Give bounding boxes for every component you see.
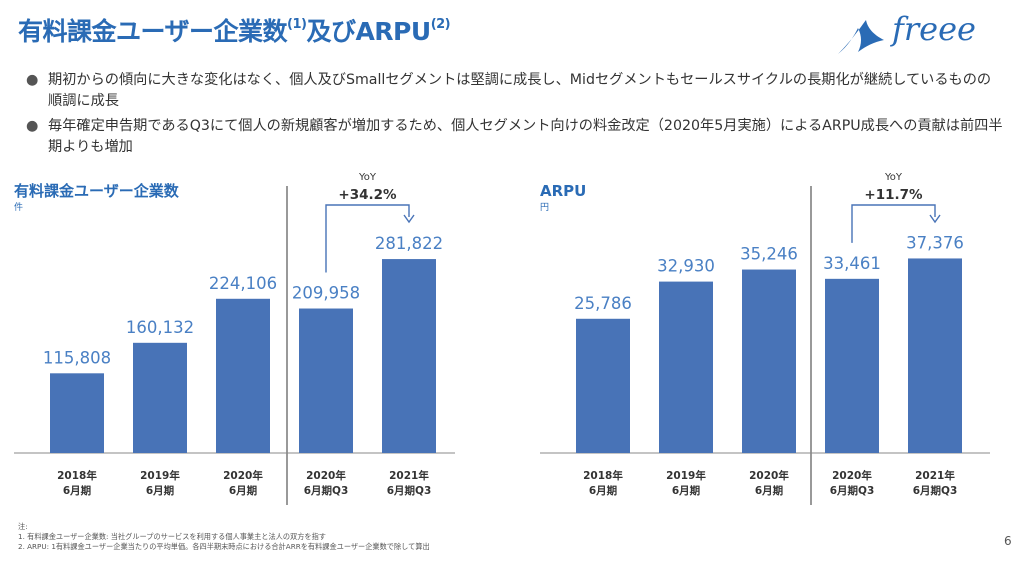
bullet-text: 毎年確定申告期であるQ3にて個人の新規顧客が増加するため、個人セグメント向けの料… bbox=[48, 118, 1003, 155]
chart-unit-label: 円 bbox=[540, 202, 549, 213]
tick-label: 2020年 bbox=[306, 469, 346, 482]
page-number: 6 bbox=[1004, 534, 1012, 548]
yoy-arrow-head bbox=[403, 214, 415, 224]
page-title: 有料課金ユーザー企業数(1)及びARPU(2) bbox=[18, 12, 451, 48]
bullet-text: 期初からの傾向に大きな変化はなく、個人及びSmallセグメントは堅調に成長し、M… bbox=[48, 72, 992, 109]
data-label: 209,958 bbox=[292, 284, 360, 303]
tick-label: 2021年 bbox=[389, 469, 429, 482]
data-label: 32,930 bbox=[657, 257, 715, 276]
swallow-bird-icon bbox=[838, 20, 884, 54]
data-label: 37,376 bbox=[906, 233, 964, 252]
logo-text: freee bbox=[890, 10, 976, 48]
tick-label: 6月期Q3 bbox=[387, 484, 432, 497]
footnote-2: 2. ARPU: 1有料課金ユーザー企業当たりの平均単価。各四半期末時点における… bbox=[18, 542, 430, 551]
tick-label: 6月期 bbox=[755, 484, 783, 497]
title-main: 有料課金ユーザー企業数 bbox=[18, 17, 288, 46]
tick-label: 6月期 bbox=[63, 484, 91, 497]
chart-title: ARPU bbox=[540, 182, 586, 200]
tick-label: 6月期Q3 bbox=[830, 484, 875, 497]
tick-label: 6月期Q3 bbox=[304, 484, 349, 497]
tick-label: 2019年 bbox=[140, 469, 180, 482]
tick-label: 6月期 bbox=[672, 484, 700, 497]
bar bbox=[576, 318, 630, 453]
bar bbox=[825, 278, 879, 453]
bar bbox=[133, 342, 187, 453]
tick-label: 2018年 bbox=[583, 469, 623, 482]
tick-label: 6月期 bbox=[229, 484, 257, 497]
bar bbox=[659, 281, 713, 453]
yoy-value: +34.2% bbox=[338, 187, 397, 203]
title-footnote-1: (1) bbox=[287, 17, 307, 32]
bullet-item: ● 期初からの傾向に大きな変化はなく、個人及びSmallセグメントは堅調に成長し、… bbox=[26, 72, 992, 109]
bar bbox=[382, 259, 436, 453]
bar bbox=[216, 298, 270, 453]
yoy-arrow-head bbox=[929, 214, 941, 224]
bullet-item: ● 毎年確定申告期であるQ3にて個人の新規顧客が増加するため、個人セグメント向けの… bbox=[26, 118, 1003, 155]
chart-unit-label: 件 bbox=[14, 201, 23, 213]
tick-label: 6月期 bbox=[146, 484, 174, 497]
tick-label: 6月期 bbox=[589, 484, 617, 497]
yoy-bracket bbox=[325, 204, 410, 273]
data-label: 160,132 bbox=[126, 318, 194, 337]
tick-label: 2018年 bbox=[57, 469, 97, 482]
chart-title: 有料課金ユーザー企業数 bbox=[14, 182, 180, 200]
title-footnote-2: (2) bbox=[430, 17, 451, 32]
data-label: 33,461 bbox=[823, 254, 881, 273]
yoy-label: YoY bbox=[884, 172, 903, 183]
title-mid: 及びARPU bbox=[306, 17, 431, 46]
tick-label: 2019年 bbox=[666, 469, 706, 482]
data-label: 115,808 bbox=[43, 348, 111, 367]
bullet-list: ● 期初からの傾向に大きな変化はなく、個人及びSmallセグメントは堅調に成長し、… bbox=[24, 70, 1004, 162]
yoy-label: YoY bbox=[358, 172, 377, 183]
tick-label: 6月期Q3 bbox=[913, 484, 958, 497]
footnotes: 注: 1. 有料課金ユーザー企業数: 当社グループのサービスを利用する個人事業主… bbox=[18, 522, 430, 552]
tick-label: 2020年 bbox=[749, 469, 789, 482]
tick-label: 2020年 bbox=[832, 469, 872, 482]
tick-label: 2021年 bbox=[915, 469, 955, 482]
tick-label: 2020年 bbox=[223, 469, 263, 482]
footnote-1: 1. 有料課金ユーザー企業数: 当社グループのサービスを利用する個人事業主と法人… bbox=[18, 532, 326, 541]
freee-logo: freee bbox=[838, 10, 976, 54]
data-label: 35,246 bbox=[740, 245, 798, 264]
bar bbox=[50, 373, 104, 453]
data-label: 224,106 bbox=[209, 274, 277, 293]
yoy-bracket bbox=[851, 204, 936, 243]
data-label: 281,822 bbox=[375, 234, 443, 253]
yoy-value: +11.7% bbox=[864, 187, 923, 203]
data-label: 25,786 bbox=[574, 294, 632, 313]
bar bbox=[742, 269, 796, 453]
bar bbox=[299, 308, 353, 453]
notes-label: 注: bbox=[18, 522, 28, 531]
bar bbox=[908, 258, 962, 453]
